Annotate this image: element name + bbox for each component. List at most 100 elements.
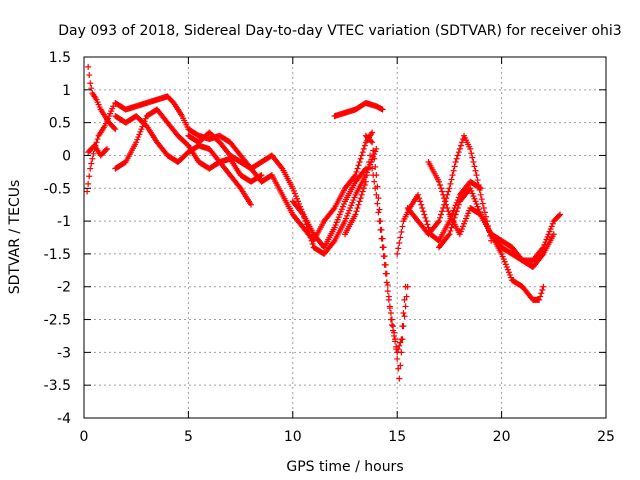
trace-point [245, 164, 252, 171]
trace-point [359, 149, 366, 156]
trace-point [398, 229, 405, 236]
trace-point [346, 207, 353, 214]
trace-point [451, 214, 458, 221]
trace-point [353, 208, 360, 215]
trace-point [506, 243, 513, 250]
trace-point [433, 220, 440, 227]
trace-point [351, 194, 358, 201]
trace-point [278, 164, 285, 171]
trace-point [464, 212, 471, 219]
data-points [84, 63, 564, 382]
trace-point [136, 131, 143, 138]
trace-point [458, 225, 465, 232]
trace-point [396, 342, 403, 349]
trace-point [394, 355, 401, 362]
trace-point [381, 253, 388, 260]
trace-point [546, 228, 553, 235]
trace-point [319, 241, 326, 248]
data-point [446, 185, 453, 192]
trace-point [308, 237, 315, 244]
trace-point [384, 282, 391, 289]
trace-point [374, 183, 381, 190]
trace-point [538, 290, 545, 297]
trace-point [360, 185, 367, 192]
trace-point [178, 111, 185, 118]
trace-point [336, 211, 343, 218]
trace-point [459, 223, 466, 230]
data-point [84, 188, 91, 195]
trace-point [380, 244, 387, 251]
trace-point [448, 176, 455, 183]
trace-point [554, 213, 561, 220]
trace-point [299, 210, 306, 217]
trace-point [545, 231, 552, 238]
trace-point [502, 261, 509, 268]
trace-point [333, 219, 340, 226]
trace-point [453, 208, 460, 215]
trace-point [376, 206, 383, 213]
trace-point [455, 201, 462, 208]
trace-point [340, 220, 347, 227]
y-tick-label: 1 [62, 83, 71, 99]
data-point [452, 159, 459, 166]
x-tick-label: 10 [284, 429, 302, 445]
trace-point [496, 241, 503, 248]
trace-point [378, 105, 385, 112]
trace-point [497, 248, 504, 255]
trace-point [388, 322, 395, 329]
trace-point [330, 226, 337, 233]
trace-point [412, 215, 419, 222]
trace-point [363, 172, 370, 179]
trace-point [225, 138, 232, 145]
y-tick-label: -1 [57, 214, 71, 230]
trace-point [471, 195, 478, 202]
trace-point [399, 223, 406, 230]
trace-point [168, 97, 175, 104]
trace-point [537, 293, 544, 300]
y-tick-label: 1.5 [49, 50, 71, 66]
trace-point [351, 213, 358, 220]
trace-point [100, 124, 107, 131]
y-tick-label: -0.5 [44, 181, 71, 197]
trace-point [347, 204, 354, 211]
trace-point [358, 152, 365, 159]
trace-point [351, 173, 358, 180]
trace-point [256, 176, 263, 183]
trace-point [447, 180, 454, 187]
trace-point [90, 150, 97, 157]
trace-point [500, 256, 507, 263]
trace-point [214, 160, 221, 167]
trace-point [506, 271, 513, 278]
y-tick-label: 0.5 [49, 116, 71, 132]
y-tick-label: -3.5 [44, 378, 71, 394]
trace-point [470, 159, 477, 166]
trace-point [339, 203, 346, 210]
trace-point [475, 181, 482, 188]
trace-point [456, 145, 463, 152]
trace-point [369, 165, 376, 172]
trace-point [384, 288, 391, 295]
trace-point [496, 236, 503, 243]
trace-point [437, 214, 444, 221]
trace-point [471, 163, 478, 170]
trace-point [371, 155, 378, 162]
trace-point [368, 138, 375, 145]
trace-point [472, 198, 479, 205]
trace-point [544, 233, 551, 240]
trace-point [457, 228, 464, 235]
trace-point [479, 200, 486, 207]
trace-point [439, 188, 446, 195]
trace-point [445, 188, 452, 195]
data-point [377, 218, 384, 225]
axis-ticks: 0 5 10 15 20 25 -4 -3.5 -3 -2.5 -2 -1.5 -1 -0.5 0 0.5 1 1… [44, 50, 615, 445]
trace-point [137, 128, 144, 135]
trace-point [374, 200, 381, 207]
trace-point [92, 95, 99, 102]
trace-point [458, 139, 465, 146]
trace-point [474, 177, 481, 184]
x-tick-label: 20 [493, 429, 511, 445]
trace-point [360, 145, 367, 152]
trace-point [86, 173, 93, 180]
trace-point [88, 160, 95, 167]
trace-point [330, 206, 337, 213]
